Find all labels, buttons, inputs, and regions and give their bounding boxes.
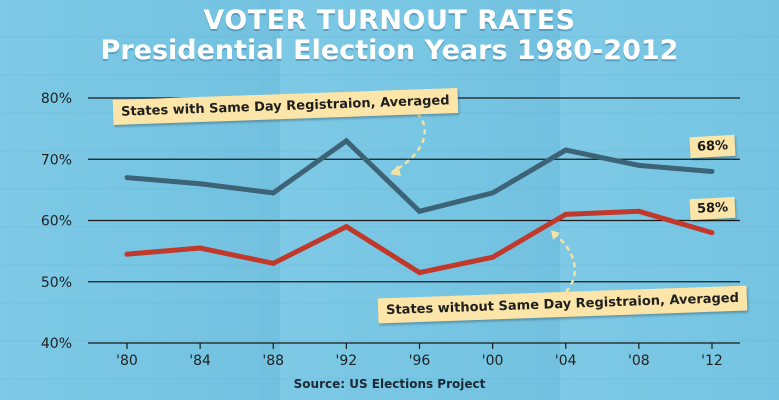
y-axis-ticks: 80% 70% 60% 50% 40% xyxy=(41,91,72,352)
chart-subtitle: Presidential Election Years 1980-2012 xyxy=(100,35,679,66)
x-tick-label: '80 xyxy=(116,353,138,369)
data-point-without-same-day xyxy=(270,260,276,266)
end-label-same-day-text: 68% xyxy=(696,138,729,155)
data-point-same-day xyxy=(709,169,715,174)
end-label-without-same-day: 58% xyxy=(689,196,736,221)
x-axis-ticks: '80 '84 '88 '92 '96 '00 '04 '08 '12 xyxy=(116,343,723,369)
y-tick-label: 60% xyxy=(41,214,72,230)
series-lines xyxy=(124,137,715,276)
data-point-same-day xyxy=(490,190,496,196)
x-tick-label: '96 xyxy=(409,353,431,369)
data-point-without-same-day xyxy=(636,208,642,214)
data-point-without-same-day xyxy=(197,245,203,251)
y-tick-label: 50% xyxy=(41,275,72,291)
callout-arrow-head-same-day xyxy=(390,165,401,176)
x-tick-label: '04 xyxy=(555,353,577,369)
chart-title: VOTER TURNOUT RATES xyxy=(203,5,576,36)
data-point-without-same-day xyxy=(490,254,496,260)
data-point-same-day xyxy=(417,208,422,214)
data-point-same-day xyxy=(563,147,569,153)
x-tick-label: '92 xyxy=(336,353,358,369)
x-tick-label: '00 xyxy=(482,353,504,369)
callout-arrow-head-without xyxy=(551,230,560,240)
callout-arrow-same-day xyxy=(391,106,426,174)
data-point-same-day xyxy=(343,138,349,144)
gridlines xyxy=(88,97,740,344)
source-note: Source: US Elections Project xyxy=(293,377,486,391)
x-tick-label: '84 xyxy=(189,353,211,369)
data-point-without-same-day xyxy=(709,230,715,236)
data-point-same-day xyxy=(197,181,203,187)
callout-arrows xyxy=(390,106,576,293)
series-line-same-day xyxy=(126,137,713,215)
x-tick-label: '88 xyxy=(262,353,284,369)
callout-arrow-without xyxy=(554,233,576,293)
end-label-without-same-day-text: 58% xyxy=(696,200,729,217)
end-label-same-day: 68% xyxy=(689,134,736,159)
data-point-same-day xyxy=(636,162,642,168)
data-point-without-same-day xyxy=(124,251,130,257)
data-point-same-day xyxy=(124,175,130,181)
x-tick-label: '08 xyxy=(628,353,650,369)
data-point-without-same-day xyxy=(417,270,422,276)
y-tick-label: 80% xyxy=(41,91,72,107)
x-tick-label: '12 xyxy=(701,353,723,369)
y-tick-label: 40% xyxy=(41,336,72,352)
data-point-same-day xyxy=(270,190,276,196)
data-point-without-same-day xyxy=(343,224,349,230)
data-point-without-same-day xyxy=(563,211,569,217)
y-tick-label: 70% xyxy=(41,152,72,168)
